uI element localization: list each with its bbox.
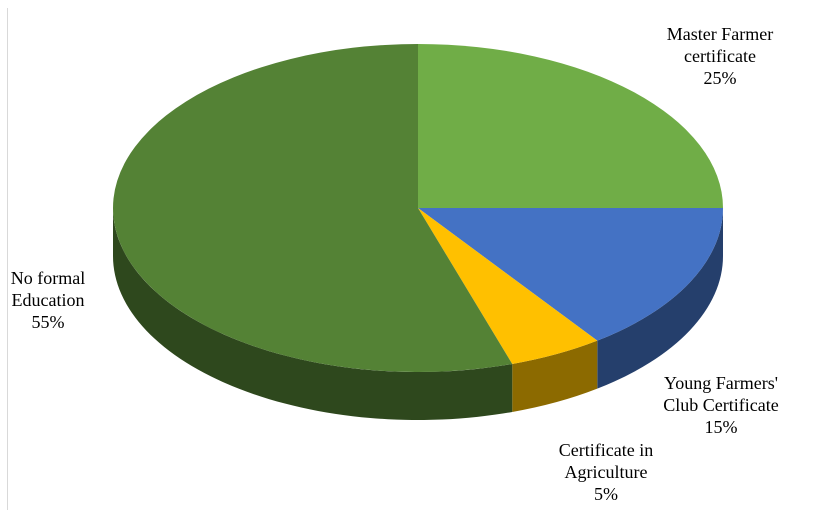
- pie-side-no-formal-education: [113, 208, 513, 420]
- left-border-line: [7, 8, 8, 510]
- data-label-value: 55%: [32, 312, 65, 332]
- pie-sides: [113, 208, 723, 420]
- data-label-name-line: Education: [12, 290, 85, 310]
- data-label-name-line: Certificate in: [559, 440, 653, 460]
- data-label-value: 5%: [594, 484, 618, 504]
- pie-tops: [112, 44, 723, 373]
- data-label-value: 25%: [704, 68, 737, 88]
- pie-slice-master-farmer-certificate: [418, 44, 723, 208]
- data-label-name-line: Club Certificate: [663, 395, 778, 415]
- pie-side-young-farmers-club-certificate: [597, 208, 723, 389]
- data-label-value: 15%: [705, 417, 738, 437]
- data-label-name-line: certificate: [684, 46, 756, 66]
- data-label-name-line: Master Farmer: [667, 24, 773, 44]
- data-label-name-line: Young Farmers': [664, 373, 778, 393]
- data-label-name-line: No formal: [11, 268, 85, 288]
- pie-slice-certificate-in-agriculture: [418, 208, 598, 364]
- pie-side-certificate-in-agriculture: [512, 340, 598, 412]
- data-label-name-line: Agriculture: [565, 462, 648, 482]
- pie-slice-no-formal-education: [112, 44, 513, 373]
- pie-slice-young-farmers-club-certificate: [418, 208, 723, 341]
